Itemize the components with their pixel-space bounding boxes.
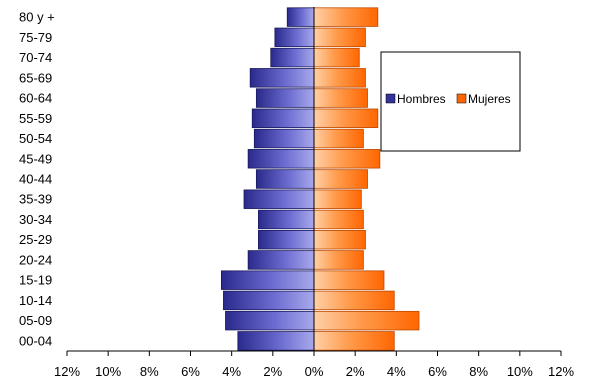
legend-box (380, 51, 521, 152)
bar-mujeres-15-19 (313, 270, 385, 290)
bar-hombres-50-54 (253, 128, 315, 149)
bar-mujeres-30-34 (313, 209, 364, 230)
bar-hombres-25-29 (258, 229, 315, 250)
bar-mujeres-70-74 (313, 47, 360, 68)
x-tick-label: 2% (263, 364, 282, 379)
bar-hombres-10-14 (223, 290, 315, 311)
x-tick-label: 10% (95, 364, 121, 379)
x-tick-label: 10% (507, 364, 533, 379)
bar-mujeres-45-49 (313, 149, 381, 169)
y-tick-label: 60-64 (19, 91, 52, 106)
bar-mujeres-10-14 (313, 290, 395, 311)
y-tick-label: 50-54 (19, 131, 52, 146)
x-tick-label: 4% (387, 364, 406, 379)
legend-swatch-hombres (385, 93, 396, 104)
y-tick-label: 40-44 (19, 172, 52, 187)
bar-mujeres-50-54 (313, 128, 364, 149)
x-axis: 12% 10% 8% 6% 4% 2% 0% 2% 4% 6% 8% 10% 12% (54, 350, 574, 379)
bar-hombres-35-39 (243, 189, 315, 209)
bars-group (220, 7, 420, 351)
x-tick-label: 2% (346, 364, 365, 379)
bar-mujeres-00-04 (313, 331, 395, 351)
y-tick-label: 45-49 (19, 151, 52, 166)
bar-mujeres-25-29 (313, 229, 366, 250)
y-tick-label: 65-69 (19, 70, 52, 85)
bar-hombres-65-69 (249, 68, 315, 88)
y-tick-label: 35-39 (19, 192, 52, 207)
bar-mujeres-80-y-+ (313, 7, 379, 27)
bar-hombres-20-24 (247, 250, 315, 270)
legend-swatch-mujeres (456, 93, 467, 104)
x-tick-label: 8% (140, 364, 159, 379)
bar-mujeres-40-44 (313, 169, 368, 189)
bar-mujeres-35-39 (313, 189, 362, 209)
y-tick-label: 30-34 (19, 212, 52, 227)
x-tick-label: 0% (305, 364, 324, 379)
bar-hombres-45-49 (247, 149, 315, 169)
bar-mujeres-60-64 (313, 88, 368, 108)
x-tick-label: 4% (222, 364, 241, 379)
y-tick-label: 80 y + (19, 10, 55, 25)
legend: Hombres Mujeres (380, 51, 521, 152)
bar-hombres-70-74 (270, 47, 315, 68)
bar-hombres-75-79 (274, 27, 315, 48)
bar-hombres-40-44 (255, 169, 315, 189)
y-tick-label: 20-24 (19, 252, 52, 267)
bar-hombres-30-34 (258, 209, 315, 230)
y-tick-label: 70-74 (19, 50, 52, 65)
bar-mujeres-20-24 (313, 250, 364, 270)
y-tick-label: 00-04 (19, 333, 52, 348)
bar-mujeres-75-79 (313, 27, 366, 48)
y-axis-labels: 00-04 05-09 10-14 15-19 20-24 25-29 30-34 35-39… (19, 10, 55, 349)
bar-hombres-05-09 (225, 310, 315, 331)
y-tick-label: 15-19 (19, 273, 52, 288)
bar-mujeres-55-59 (313, 108, 379, 129)
legend-label-mujeres: Mujeres (468, 92, 511, 106)
bar-hombres-00-04 (237, 331, 315, 351)
x-tick-label: 12% (54, 364, 80, 379)
y-tick-label: 10-14 (19, 293, 52, 308)
bar-hombres-15-19 (220, 270, 315, 290)
x-tick-label: 8% (469, 364, 488, 379)
y-tick-label: 75-79 (19, 30, 52, 45)
x-tick-label: 12% (548, 364, 574, 379)
y-tick-label: 55-59 (19, 111, 52, 126)
bar-mujeres-65-69 (313, 68, 366, 88)
y-tick-label: 05-09 (19, 313, 52, 328)
bar-hombres-80-y-+ (286, 7, 315, 27)
bar-hombres-60-64 (255, 88, 315, 108)
legend-label-hombres: Hombres (397, 92, 446, 106)
x-tick-label: 6% (428, 364, 447, 379)
bar-hombres-55-59 (251, 108, 315, 129)
y-tick-label: 25-29 (19, 232, 52, 247)
x-tick-label: 6% (181, 364, 200, 379)
bar-mujeres-05-09 (313, 310, 420, 331)
